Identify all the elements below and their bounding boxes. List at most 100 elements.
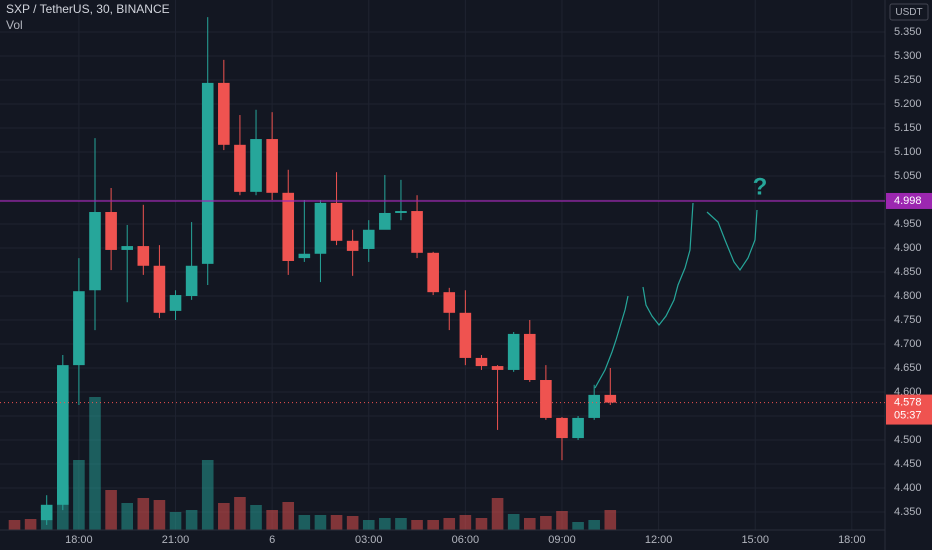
- y-tick-label: 5.200: [894, 98, 922, 110]
- candle-body: [282, 192, 295, 261]
- candle-body: [298, 253, 311, 259]
- candle-body: [443, 292, 456, 313]
- volume-bar: [298, 515, 311, 530]
- last-price-label: 4.578: [894, 396, 922, 408]
- volume-bar: [73, 460, 85, 530]
- volume-bar: [314, 515, 327, 530]
- y-tick-label: 4.950: [894, 218, 922, 230]
- volume-bar: [362, 520, 375, 530]
- candle-body: [153, 265, 166, 313]
- candle-body: [250, 139, 262, 192]
- volume-layer: [8, 397, 617, 530]
- candle-body: [572, 417, 584, 439]
- candle-body: [379, 212, 391, 230]
- projection-line: [706, 209, 758, 272]
- volume-bar: [185, 510, 198, 530]
- x-tick-label: 21:00: [162, 534, 190, 546]
- candle-body: [427, 252, 439, 293]
- candle-body: [105, 212, 117, 250]
- y-tick-label: 4.700: [894, 338, 922, 350]
- volume-bar: [234, 497, 246, 530]
- candle-body: [201, 82, 214, 264]
- candle-body: [266, 139, 278, 193]
- candle-body: [588, 394, 600, 418]
- candle-body: [395, 211, 407, 213]
- candle-body: [523, 333, 536, 381]
- y-tick-label: 4.850: [894, 266, 922, 278]
- volume-bar: [201, 460, 214, 530]
- volume-bar: [491, 498, 504, 530]
- hline-label-bg: [886, 192, 932, 209]
- candle-body: [73, 291, 85, 366]
- annotation: ?: [753, 173, 768, 200]
- candle-body: [491, 366, 504, 370]
- volume-bar: [379, 518, 391, 530]
- candle-body: [218, 82, 230, 145]
- volume-bar: [459, 515, 472, 530]
- currency-box[interactable]: [889, 3, 929, 21]
- volume-bar: [89, 397, 101, 530]
- projection-line: [642, 202, 694, 326]
- volume-bar: [282, 502, 295, 530]
- symbol-title: SXP / TetherUS, 30, BINANCE: [6, 2, 170, 16]
- volume-bar: [475, 518, 488, 530]
- y-tick-label: 5.350: [894, 26, 922, 38]
- x-tick-label: 06:00: [452, 534, 480, 546]
- y-tick-label: 5.150: [894, 122, 922, 134]
- volume-bar: [395, 518, 407, 530]
- volume-bar: [572, 522, 584, 530]
- candle-body: [459, 312, 472, 358]
- projection-line: [594, 295, 629, 389]
- volume-bar: [24, 519, 37, 530]
- y-tick-label: 4.450: [894, 458, 922, 470]
- candle-body: [121, 246, 134, 250]
- volume-bar: [556, 511, 568, 530]
- candle-body: [556, 417, 568, 439]
- y-tick-label: 4.900: [894, 242, 922, 254]
- volume-label: Vol: [6, 18, 23, 32]
- volume-bar: [218, 503, 230, 530]
- candle-body: [89, 212, 101, 291]
- last-price-bg: [886, 394, 932, 425]
- volume-bar: [250, 505, 262, 530]
- x-tick-label: 18:00: [65, 534, 93, 546]
- projection-drawing: [594, 202, 758, 389]
- y-tick-label: 5.250: [894, 74, 922, 86]
- y-tick-label: 4.350: [894, 506, 922, 518]
- volume-bar: [411, 520, 423, 530]
- candle-body: [411, 211, 423, 253]
- x-tick-label: 12:00: [645, 534, 673, 546]
- candle-body: [40, 504, 53, 521]
- candle-body: [507, 333, 520, 370]
- countdown-label: 05:37: [894, 409, 922, 421]
- y-tick-label: 5.100: [894, 146, 922, 158]
- volume-bar: [604, 510, 617, 530]
- volume-bar: [427, 520, 439, 530]
- volume-bar: [540, 516, 552, 530]
- volume-bar: [507, 514, 520, 530]
- y-tick-label: 4.800: [894, 290, 922, 302]
- candle-body: [234, 144, 246, 192]
- x-tick-label: 6: [269, 534, 275, 546]
- x-tick-label: 18:00: [838, 534, 866, 546]
- volume-bar: [8, 520, 21, 530]
- candle-body: [362, 229, 375, 249]
- volume-bar: [121, 503, 134, 530]
- x-tick-label: 15:00: [741, 534, 769, 546]
- y-tick-label: 4.400: [894, 482, 922, 494]
- candle-body: [314, 202, 327, 254]
- y-tick-label: 4.650: [894, 362, 922, 374]
- currency: USDT: [895, 7, 922, 18]
- candle-body: [475, 357, 488, 367]
- candle-body: [540, 380, 552, 418]
- volume-bar: [330, 515, 343, 530]
- candle-layer: [40, 17, 617, 525]
- y-tick-label: 4.750: [894, 314, 922, 326]
- candle-body: [330, 202, 343, 241]
- volume-bar: [266, 510, 278, 530]
- x-tick-label: 09:00: [548, 534, 576, 546]
- hline-label: 4.998: [894, 195, 922, 207]
- x-tick-label: 03:00: [355, 534, 383, 546]
